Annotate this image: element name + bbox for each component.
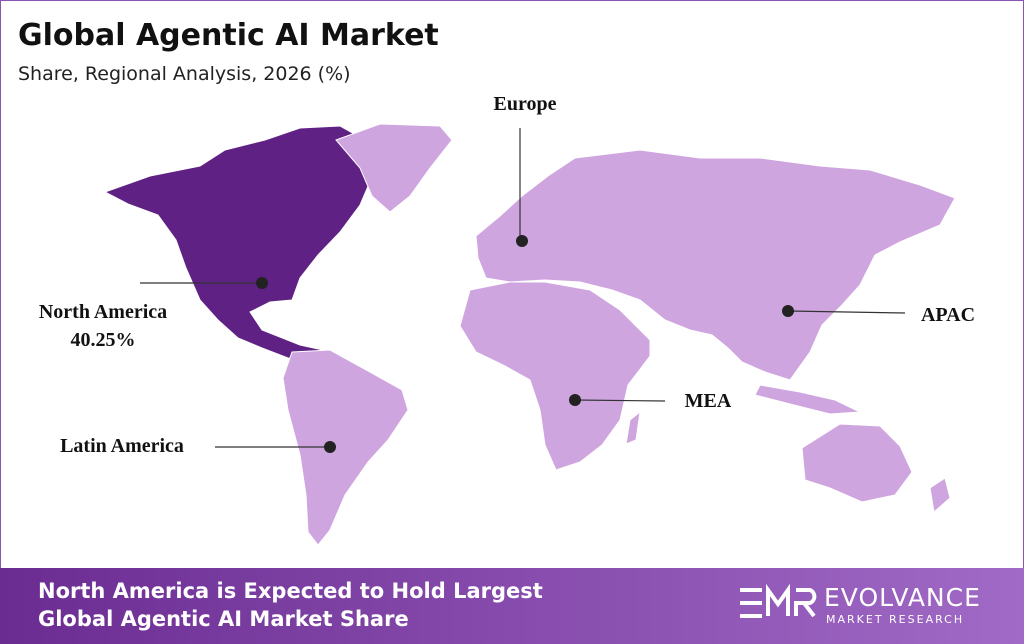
world-map	[103, 123, 956, 546]
south-america	[282, 349, 409, 546]
region-label: APAC	[921, 304, 975, 326]
eurasia	[475, 149, 956, 381]
islands	[754, 384, 951, 513]
callouts: Europe North America 40.25% APAC MEA Lat…	[39, 93, 975, 457]
region-label: Latin America	[60, 435, 184, 457]
footer-headline: North America is Expected to Hold Larges…	[38, 579, 543, 603]
region-share: 40.25%	[71, 329, 136, 351]
logo-name: EVOLVANCE	[824, 583, 981, 612]
africa	[459, 281, 651, 471]
marker	[324, 441, 336, 453]
leader-line	[787, 310, 906, 314]
australia	[801, 423, 913, 503]
logo-mark	[740, 583, 817, 618]
logo: EVOLVANCE MARKET RESEARCH	[740, 583, 981, 626]
leader-line	[574, 399, 666, 402]
north-america	[103, 125, 376, 361]
madagascar	[625, 410, 641, 445]
region-label: MEA	[685, 390, 732, 412]
marker	[516, 235, 528, 247]
marker	[256, 277, 268, 289]
greenland	[335, 123, 453, 213]
marker	[782, 305, 794, 317]
subtitle: Share, Regional Analysis, 2026 (%)	[18, 63, 351, 85]
title: Global Agentic AI Market	[18, 18, 439, 53]
footer-band	[0, 568, 1024, 644]
logo-tagline: MARKET RESEARCH	[826, 613, 964, 626]
region-label: North America	[39, 301, 167, 323]
region-label: Europe	[494, 93, 557, 115]
marker	[569, 394, 581, 406]
footer-headline: Global Agentic AI Market Share	[38, 607, 409, 631]
